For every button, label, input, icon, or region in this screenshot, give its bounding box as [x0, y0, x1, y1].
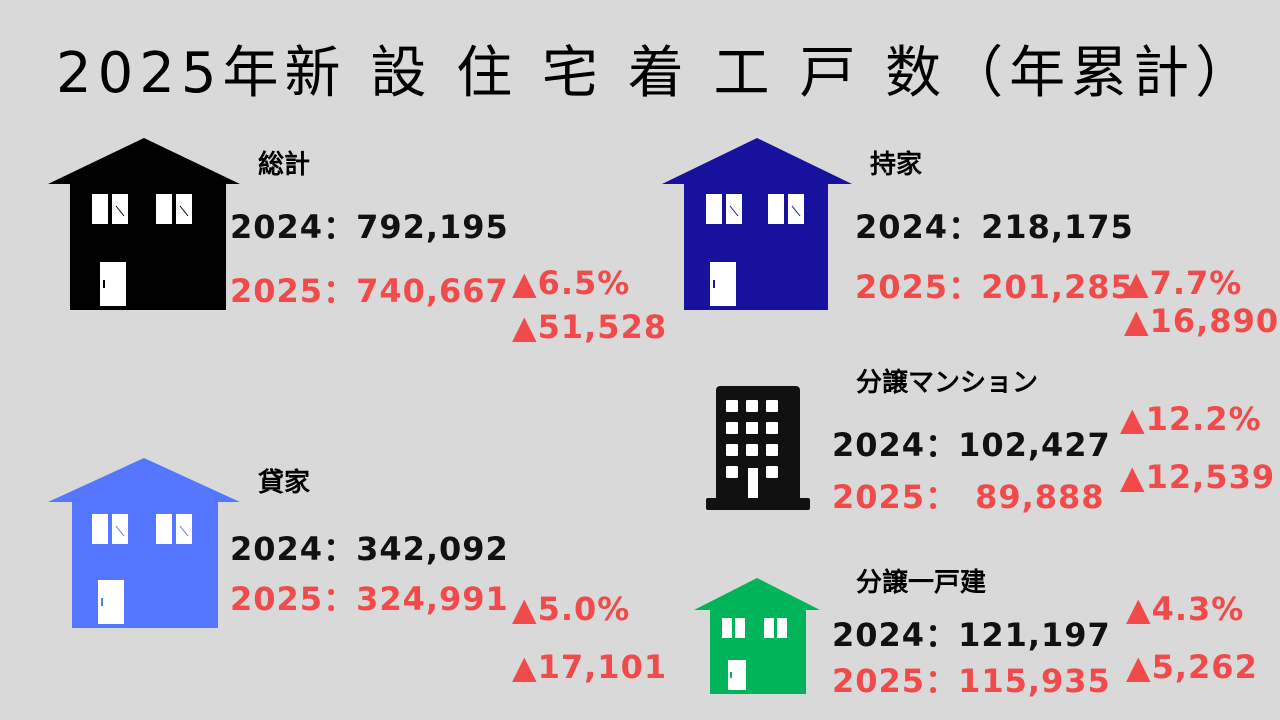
total-label: 総計 [258, 150, 311, 180]
total-change-percent: ▲6.5% [512, 264, 631, 302]
total-2025-value: 2025：740,667 [230, 272, 509, 310]
owned-2025-value: 2025：201,285 [855, 268, 1134, 306]
owned-2024-value: 2024：218,175 [855, 208, 1134, 246]
detached-label: 分譲一戸建 [856, 568, 987, 598]
total-2024-value: 2024：792,195 [230, 208, 509, 246]
rental-change-percent: ▲5.0% [512, 590, 631, 628]
detached-2025-value: 2025：115,935 [832, 662, 1111, 700]
condo-apartment-building-icon [706, 386, 810, 510]
detached-change-percent: ▲4.3% [1126, 590, 1245, 628]
condo-label: 分譲マンション [856, 368, 1039, 398]
condo-change-amount: ▲12,539 [1120, 458, 1276, 496]
detached-change-amount: ▲5,262 [1126, 648, 1258, 686]
owned-house-icon [662, 138, 852, 310]
detached-house-icon [694, 578, 820, 694]
owned-label: 持家 [870, 150, 923, 180]
owned-change-percent: ▲7.7% [1124, 264, 1243, 302]
page-title: 2025年新 設 住 宅 着 工 戸 数（年累計） [56, 41, 1258, 106]
rental-2024-value: 2024：342,092 [230, 530, 509, 568]
rental-2025-value: 2025：324,991 [230, 580, 509, 618]
rental-label: 貸家 [258, 468, 311, 498]
condo-2025-value: 2025： 89,888 [832, 478, 1105, 516]
rental-change-amount: ▲17,101 [512, 648, 668, 686]
total-house-icon [48, 138, 240, 310]
owned-change-amount: ▲16,890 [1124, 302, 1280, 340]
rental-house-icon [48, 458, 240, 630]
total-change-amount: ▲51,528 [512, 308, 668, 346]
condo-2024-value: 2024：102,427 [832, 426, 1111, 464]
condo-change-percent: ▲12.2% [1120, 400, 1262, 438]
detached-2024-value: 2024：121,197 [832, 616, 1111, 654]
